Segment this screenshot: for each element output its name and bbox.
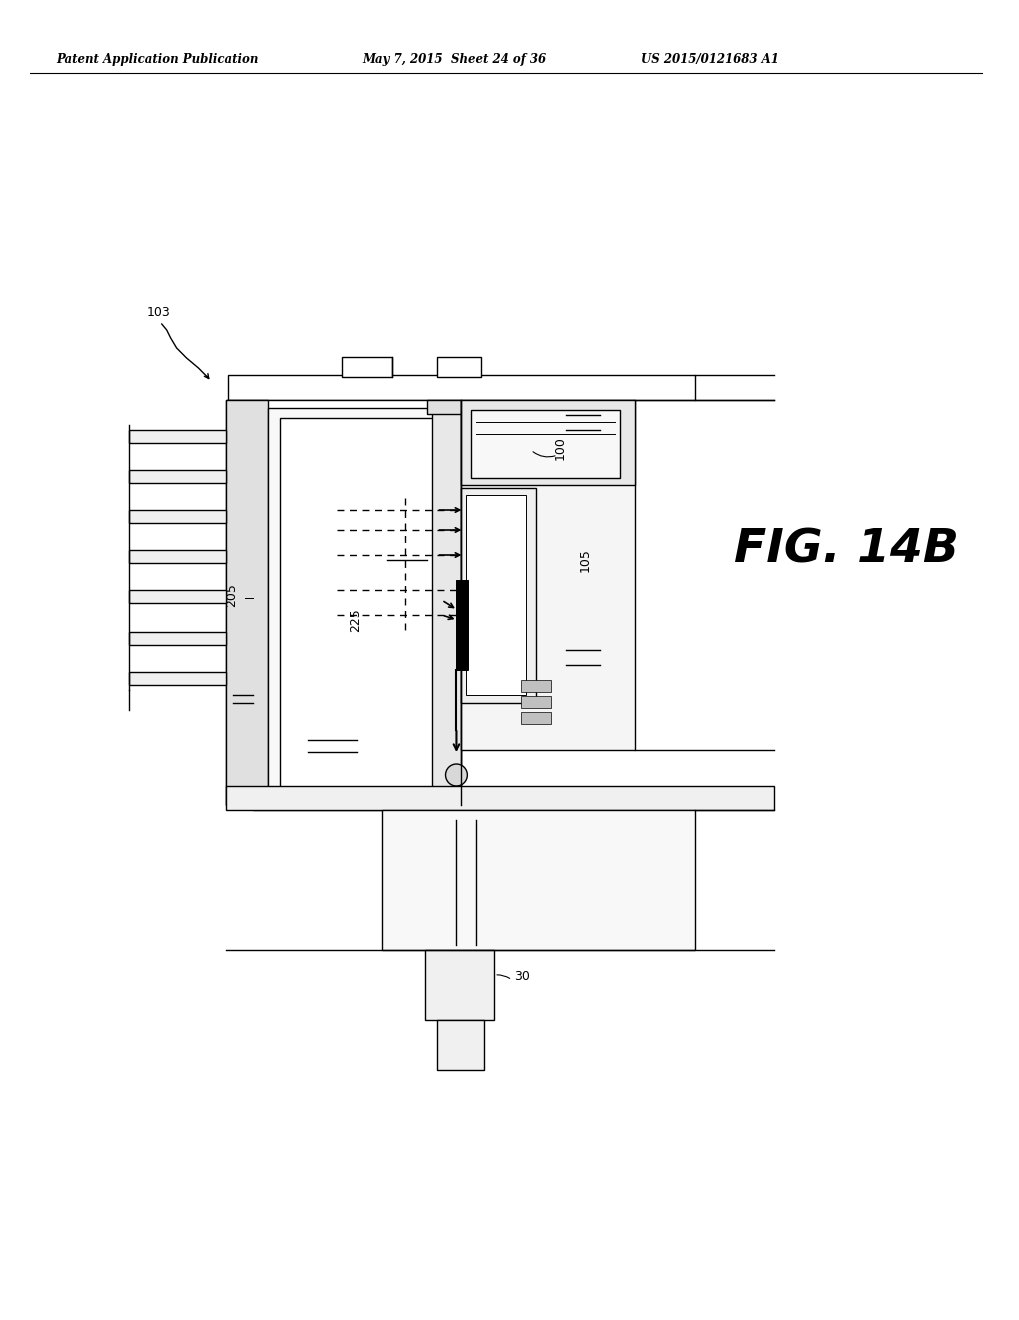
Bar [521, 711, 550, 723]
Text: FIG. 14B: FIG. 14B [734, 528, 958, 573]
Text: US 2015/0121683 A1: US 2015/0121683 A1 [640, 54, 779, 66]
Bar [128, 510, 226, 523]
Bar [521, 696, 550, 708]
Bar [431, 408, 461, 799]
Bar [128, 430, 226, 444]
Bar [128, 590, 226, 603]
Bar [128, 632, 226, 645]
Bar [128, 470, 226, 483]
Bar [466, 495, 526, 696]
Bar [226, 400, 268, 805]
Bar [461, 400, 635, 750]
Bar [461, 400, 635, 484]
Bar [226, 785, 773, 810]
Text: 225: 225 [348, 609, 362, 632]
Text: Patent Application Publication: Patent Application Publication [56, 54, 259, 66]
Text: 105: 105 [579, 548, 591, 572]
Bar [128, 550, 226, 564]
Bar [268, 408, 454, 799]
Bar [382, 810, 694, 950]
Text: 100: 100 [553, 436, 567, 459]
Bar [521, 680, 550, 692]
Text: 205: 205 [224, 583, 237, 607]
Bar [426, 400, 461, 414]
Circle shape [445, 764, 467, 785]
Bar [253, 800, 461, 810]
Text: 103: 103 [147, 306, 170, 319]
Bar [268, 788, 461, 805]
Bar [436, 1020, 484, 1071]
Bar [342, 356, 391, 378]
Bar [279, 418, 443, 788]
Bar [455, 579, 468, 671]
Bar [471, 411, 620, 478]
Bar [461, 488, 535, 704]
Bar [228, 375, 694, 400]
Bar [436, 356, 481, 378]
Text: 30: 30 [514, 970, 529, 983]
Bar [226, 400, 461, 805]
Bar [424, 950, 493, 1020]
Text: May 7, 2015: May 7, 2015 [362, 54, 442, 66]
Bar [128, 672, 226, 685]
Text: Sheet 24 of 36: Sheet 24 of 36 [451, 54, 546, 66]
